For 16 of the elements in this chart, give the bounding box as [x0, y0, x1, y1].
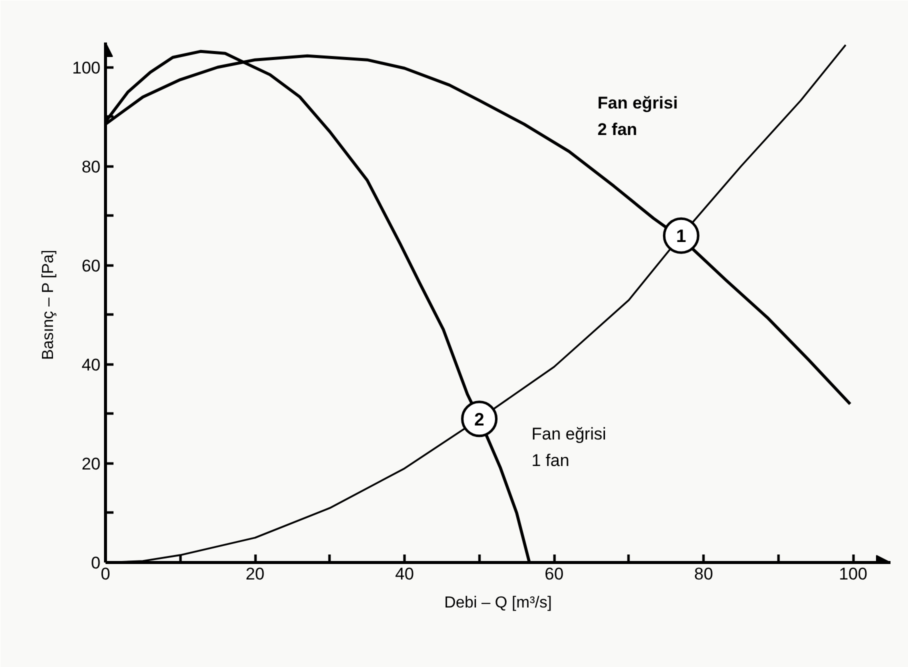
y-tick-label: 100	[72, 58, 101, 78]
x-tick-label: 60	[544, 564, 564, 584]
x-tick-label: 80	[694, 564, 714, 584]
y-tick-label: 80	[82, 157, 101, 176]
x-tick-label: 40	[395, 564, 414, 584]
y-tick-label: 20	[82, 454, 101, 474]
annotation: Fan eğrisi 1 fan	[532, 424, 606, 470]
x-tick-label: 100	[838, 564, 868, 584]
y-tick-label: 60	[82, 256, 101, 276]
x-axis-title: Debi – Q [m³/s]	[444, 594, 552, 612]
y-tick-label: 40	[82, 355, 101, 374]
annotation: Fan eğrisi 2 fan	[598, 94, 678, 140]
annotation: 1	[676, 226, 686, 246]
x-tick-label: 20	[246, 564, 264, 584]
annotation: 2	[474, 409, 484, 430]
y-axis-title: Basınç – P [Pa]	[40, 250, 58, 360]
